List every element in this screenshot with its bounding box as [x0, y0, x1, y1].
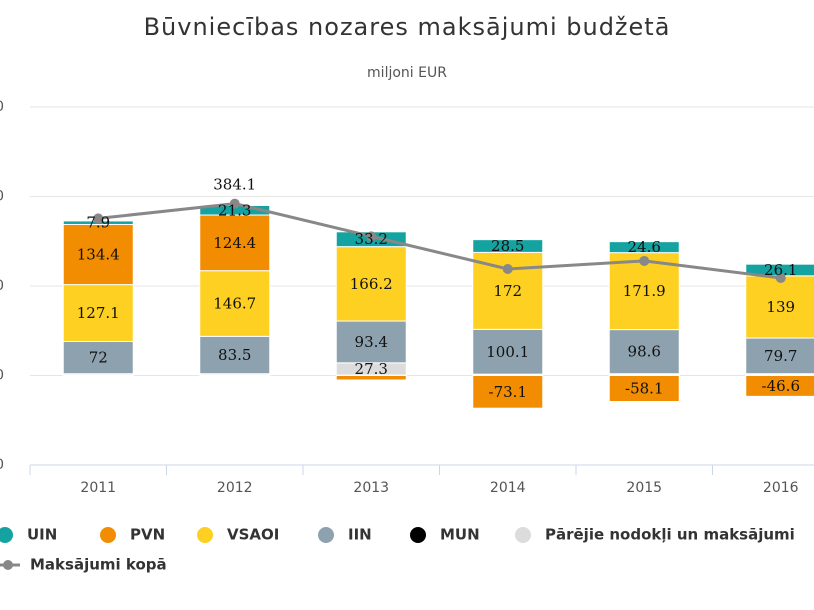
data-label: 79.7	[764, 347, 797, 365]
data-label: 33.2	[355, 230, 388, 248]
total-point	[639, 255, 650, 266]
bar-segment	[62, 284, 134, 342]
total-point	[502, 263, 513, 274]
data-label: 166.2	[350, 275, 393, 293]
bar-segment	[335, 246, 407, 322]
legend-marker	[318, 527, 334, 543]
data-label: -73.1	[489, 383, 527, 401]
data-label: 172	[493, 282, 522, 300]
data-label: 28.5	[491, 237, 524, 255]
x-tick-label: 2013	[353, 480, 389, 496]
data-label: 26.1	[764, 261, 797, 279]
bar-segment	[472, 375, 544, 409]
total-point	[366, 231, 377, 242]
bar-segment	[199, 335, 271, 375]
data-label: 93.4	[355, 333, 388, 351]
data-label: 146.7	[213, 295, 256, 313]
legend-label: IIN	[348, 526, 372, 544]
chart-subtitle: miljoni EUR	[367, 65, 447, 81]
x-tick-label: 2015	[626, 480, 662, 496]
legend-label: VSAOI	[227, 526, 279, 544]
bar-segment	[62, 340, 134, 375]
legend-marker	[100, 527, 116, 543]
data-label: 7.9	[86, 214, 110, 232]
y-tick-label: 400	[0, 189, 4, 205]
bar-segment	[199, 270, 271, 337]
data-label: 24.6	[628, 238, 661, 256]
data-label: 134.4	[77, 246, 120, 264]
total-line	[98, 202, 781, 280]
total-point	[229, 198, 240, 209]
bar-segment	[335, 375, 407, 381]
bar-segment	[472, 239, 544, 253]
legend-marker	[515, 527, 531, 543]
bar-segment	[745, 375, 814, 397]
total-point	[93, 213, 104, 224]
bar-segment	[335, 320, 407, 364]
x-tick-label: 2012	[217, 480, 253, 496]
bar-segment	[608, 329, 680, 375]
bar-segment	[608, 241, 680, 254]
y-tick-label: 600	[0, 99, 4, 115]
data-label: 100.1	[486, 343, 529, 361]
data-label: 127.1	[77, 304, 120, 322]
data-label: 72	[89, 349, 108, 367]
legend-label: Pārējie nodokļi un maksājumi	[545, 526, 795, 544]
data-label: 21.3	[218, 201, 251, 219]
bar-segment	[472, 328, 544, 375]
data-label: 124.4	[213, 234, 256, 252]
legend-marker	[197, 527, 213, 543]
data-label: 171.9	[623, 282, 666, 300]
x-tick-label: 2016	[763, 480, 799, 496]
x-tick-label: 2011	[80, 480, 116, 496]
chart-title: Būvniecības nozares maksājumi budžetā	[144, 13, 671, 41]
y-tick-label: -200	[0, 457, 4, 473]
legend-marker	[3, 560, 13, 570]
data-label: 27.3	[355, 360, 388, 378]
bar-segment	[608, 375, 680, 402]
legend-label: PVN	[130, 526, 165, 544]
y-tick-label: 200	[0, 278, 4, 294]
legend-marker	[0, 527, 13, 543]
total-point	[775, 272, 786, 283]
legend-label: Maksājumi kopā	[30, 556, 167, 574]
data-label: -46.6	[762, 377, 800, 395]
x-tick-label: 2014	[490, 480, 526, 496]
data-label: -58.1	[625, 379, 663, 397]
data-label: 83.5	[218, 346, 251, 364]
data-label: 384.1	[213, 176, 256, 194]
legend-marker	[410, 527, 426, 543]
data-label: 98.6	[628, 343, 661, 361]
legend-label: MUN	[440, 526, 480, 544]
data-label: 139	[766, 298, 795, 316]
legend-label: UIN	[27, 526, 57, 544]
bar-segment	[62, 223, 134, 286]
y-tick-label: 0	[0, 368, 4, 384]
